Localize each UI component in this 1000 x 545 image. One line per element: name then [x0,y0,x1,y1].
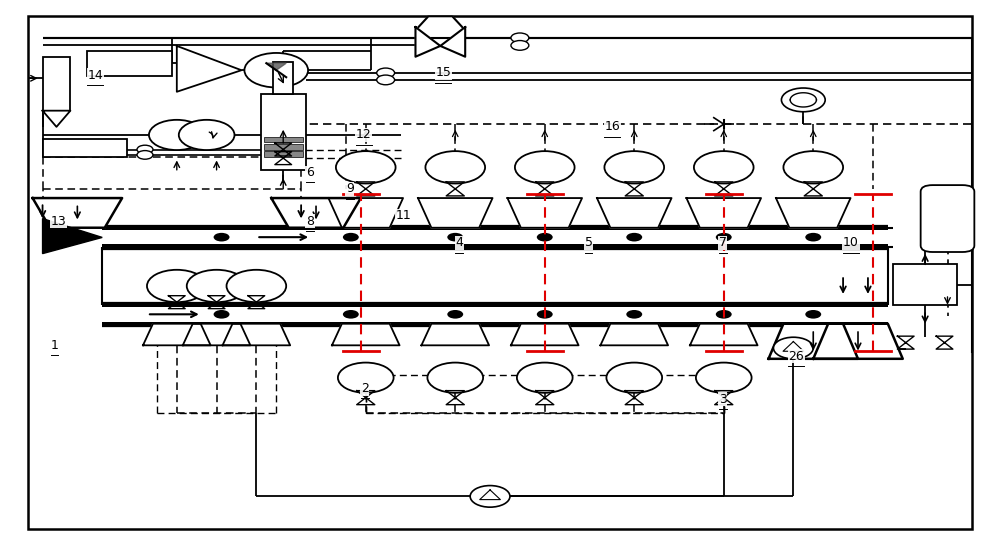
Bar [102,307,888,322]
Polygon shape [223,324,290,346]
Circle shape [773,337,813,359]
Text: 15: 15 [435,66,451,80]
Circle shape [147,270,207,302]
Circle shape [626,310,642,319]
Bar [264,137,303,142]
Circle shape [716,310,732,319]
Polygon shape [332,324,400,346]
Polygon shape [177,46,241,92]
Polygon shape [418,16,462,27]
Bar [87,51,172,76]
Polygon shape [183,324,250,346]
Circle shape [470,486,510,507]
Circle shape [515,151,575,184]
Polygon shape [328,198,403,228]
Polygon shape [421,324,489,346]
Circle shape [783,151,843,184]
Circle shape [626,233,642,241]
Polygon shape [143,324,211,346]
Circle shape [537,310,553,319]
Circle shape [137,145,153,154]
Circle shape [179,120,234,150]
Circle shape [427,362,483,393]
Text: 11: 11 [396,209,411,222]
Text: 26: 26 [788,349,804,362]
Text: 14: 14 [87,69,103,82]
Circle shape [336,151,396,184]
Circle shape [244,53,308,87]
Bar [264,151,303,156]
Text: 13: 13 [51,215,66,228]
Polygon shape [768,324,858,359]
Circle shape [214,310,230,319]
Text: 16: 16 [604,120,620,134]
Circle shape [137,150,153,159]
Bar [273,62,293,94]
Polygon shape [43,219,102,253]
Polygon shape [415,27,440,57]
Circle shape [716,233,732,241]
Polygon shape [690,324,758,346]
Text: 12: 12 [356,129,372,142]
Polygon shape [266,63,286,70]
Text: 4: 4 [455,237,463,249]
Circle shape [511,40,529,50]
Circle shape [511,33,529,43]
Circle shape [214,233,230,241]
Circle shape [696,362,752,393]
Circle shape [377,75,395,85]
Polygon shape [686,198,761,228]
Polygon shape [597,198,672,228]
Text: 1: 1 [51,339,58,352]
Text: 10: 10 [843,237,859,249]
Polygon shape [511,324,579,346]
Circle shape [805,310,821,319]
Polygon shape [776,198,851,228]
Circle shape [377,68,395,78]
Circle shape [606,362,662,393]
Circle shape [425,151,485,184]
Text: 5: 5 [585,237,593,249]
Circle shape [517,362,573,393]
Bar [261,94,306,170]
Circle shape [343,233,359,241]
Polygon shape [600,324,668,346]
Circle shape [227,270,286,302]
Polygon shape [33,198,122,228]
Polygon shape [43,111,70,127]
Text: 3: 3 [719,393,727,406]
Text: 7: 7 [719,237,727,249]
Circle shape [805,233,821,241]
Bar [43,140,127,156]
Circle shape [343,310,359,319]
Circle shape [537,233,553,241]
Circle shape [781,88,825,112]
Polygon shape [440,27,465,57]
Text: 9: 9 [346,183,354,196]
Circle shape [149,120,205,150]
Polygon shape [418,198,493,228]
Circle shape [338,362,394,393]
Text: 8: 8 [306,215,314,228]
Circle shape [447,310,463,319]
Text: 2: 2 [361,382,369,395]
FancyBboxPatch shape [921,185,974,252]
Bar [893,264,957,305]
Bar [43,57,70,111]
Polygon shape [813,324,903,359]
Bar [102,230,888,245]
Circle shape [604,151,664,184]
Circle shape [447,233,463,241]
Bar [264,144,303,149]
Circle shape [187,270,246,302]
Polygon shape [271,198,361,228]
Text: 6: 6 [306,166,314,179]
Polygon shape [507,198,582,228]
Circle shape [694,151,754,184]
